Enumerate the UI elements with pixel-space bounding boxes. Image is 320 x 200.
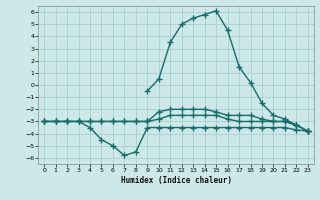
X-axis label: Humidex (Indice chaleur): Humidex (Indice chaleur) [121, 176, 231, 185]
